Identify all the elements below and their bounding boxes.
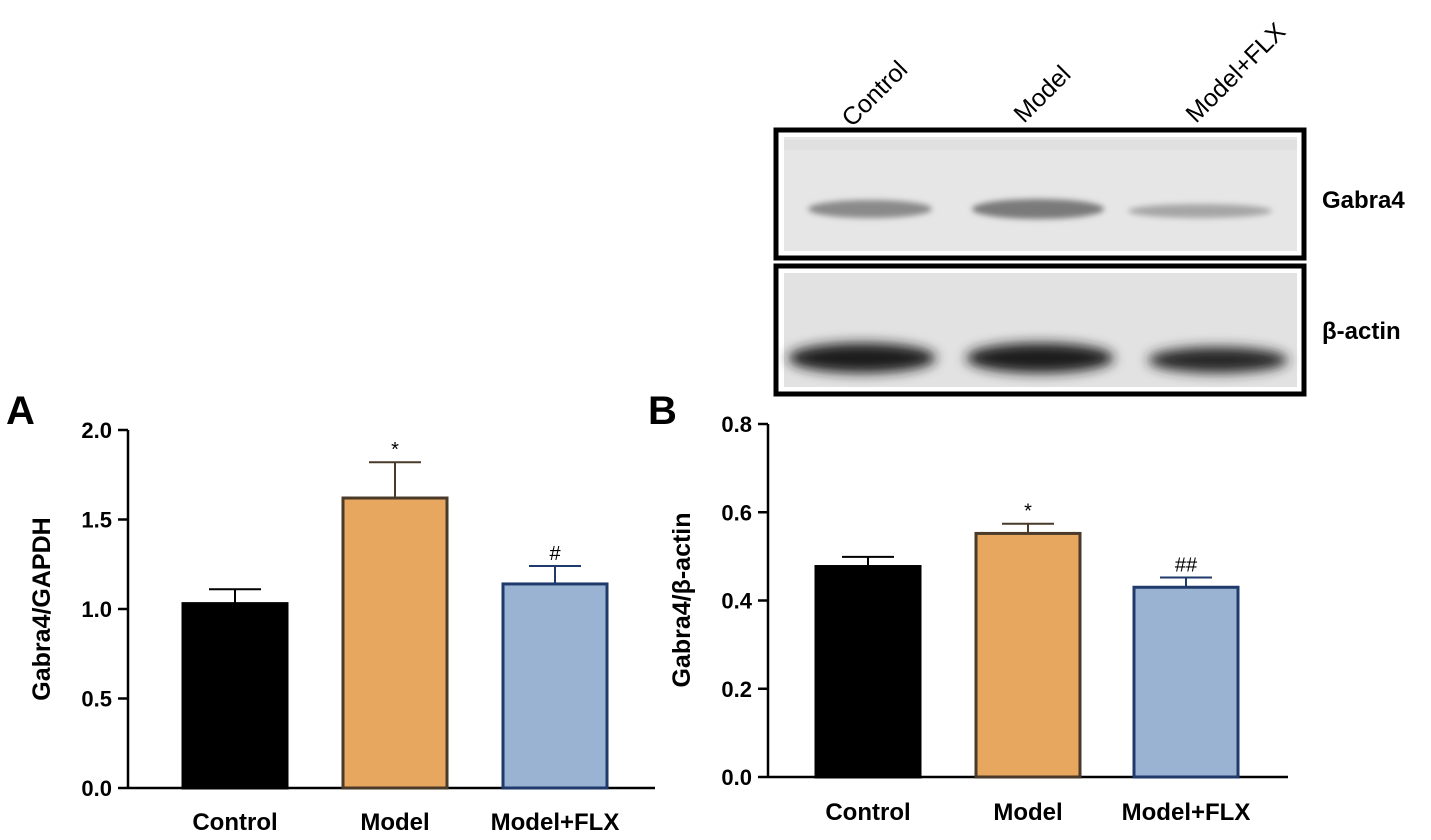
significance-mark-b: *	[1024, 501, 1032, 523]
x-category-label-b: Model+FLX	[1122, 799, 1251, 826]
y-tick-label-b: 0.6	[721, 500, 752, 525]
y-tick-label-b: 0.4	[721, 589, 752, 614]
beta-actin-blot	[773, 263, 1307, 397]
chart-b: 0.0 0.2 0.4 0.6 0.8 Gabra4/β-actin Control * Mod…	[668, 412, 1288, 826]
gabra4-band-model	[972, 199, 1104, 219]
y-axis-label-b: Gabra4/β-actin	[668, 512, 696, 687]
lane-label-model-flx: Model+FLX	[1180, 17, 1291, 128]
panel-letter-a: A	[6, 389, 35, 433]
actin-band-model-flx	[1148, 347, 1288, 373]
y-tick-label-a: 2.0	[81, 418, 112, 443]
bar-a-control	[181, 602, 289, 790]
bar-b-model-flx	[1132, 585, 1240, 779]
x-category-label-b: Control	[825, 799, 910, 826]
x-category-label-a: Model	[360, 809, 429, 836]
y-tick-label-a: 0.5	[81, 687, 112, 712]
significance-mark-b: ##	[1175, 555, 1198, 577]
y-tick-label-a: 1.5	[81, 508, 112, 533]
x-category-label-b: Model	[993, 799, 1062, 826]
chart-a: 0.0 0.5 1.0 1.5 2.0 Gabra4/GAPDH Control * Model…	[28, 418, 655, 836]
bar-b-model	[974, 531, 1082, 779]
panel-letter-b: B	[648, 389, 677, 433]
lane-label-model: Model	[1008, 60, 1076, 128]
x-category-label-a: Control	[192, 809, 277, 836]
significance-mark-a: *	[391, 439, 399, 461]
lane-label-control: Control	[836, 55, 913, 132]
gabra4-blot	[773, 127, 1307, 261]
bar-a-model	[341, 496, 449, 790]
bar-b-control	[814, 565, 922, 779]
y-tick-label-a: 0.0	[81, 776, 112, 801]
y-axis-label-a: Gabra4/GAPDH	[28, 517, 56, 700]
y-tick-label-b: 0.8	[721, 412, 752, 437]
gabra4-label: Gabra4	[1322, 187, 1405, 214]
x-category-label-a: Model+FLX	[491, 809, 620, 836]
actin-band-control	[788, 343, 936, 373]
significance-mark-a: #	[549, 543, 561, 565]
y-tick-label-b: 0.2	[721, 677, 752, 702]
bar-a-model-flx	[501, 582, 609, 790]
y-tick-label-b: 0.0	[721, 765, 752, 790]
western-blot: Control Model Model+FLX Gabra4 β-actin	[773, 17, 1405, 397]
gabra4-band-model-flx	[1128, 204, 1272, 218]
gabra4-band-control	[808, 200, 932, 218]
y-tick-label-a: 1.0	[81, 597, 112, 622]
beta-actin-label: β-actin	[1322, 318, 1401, 345]
actin-band-model	[966, 343, 1114, 373]
